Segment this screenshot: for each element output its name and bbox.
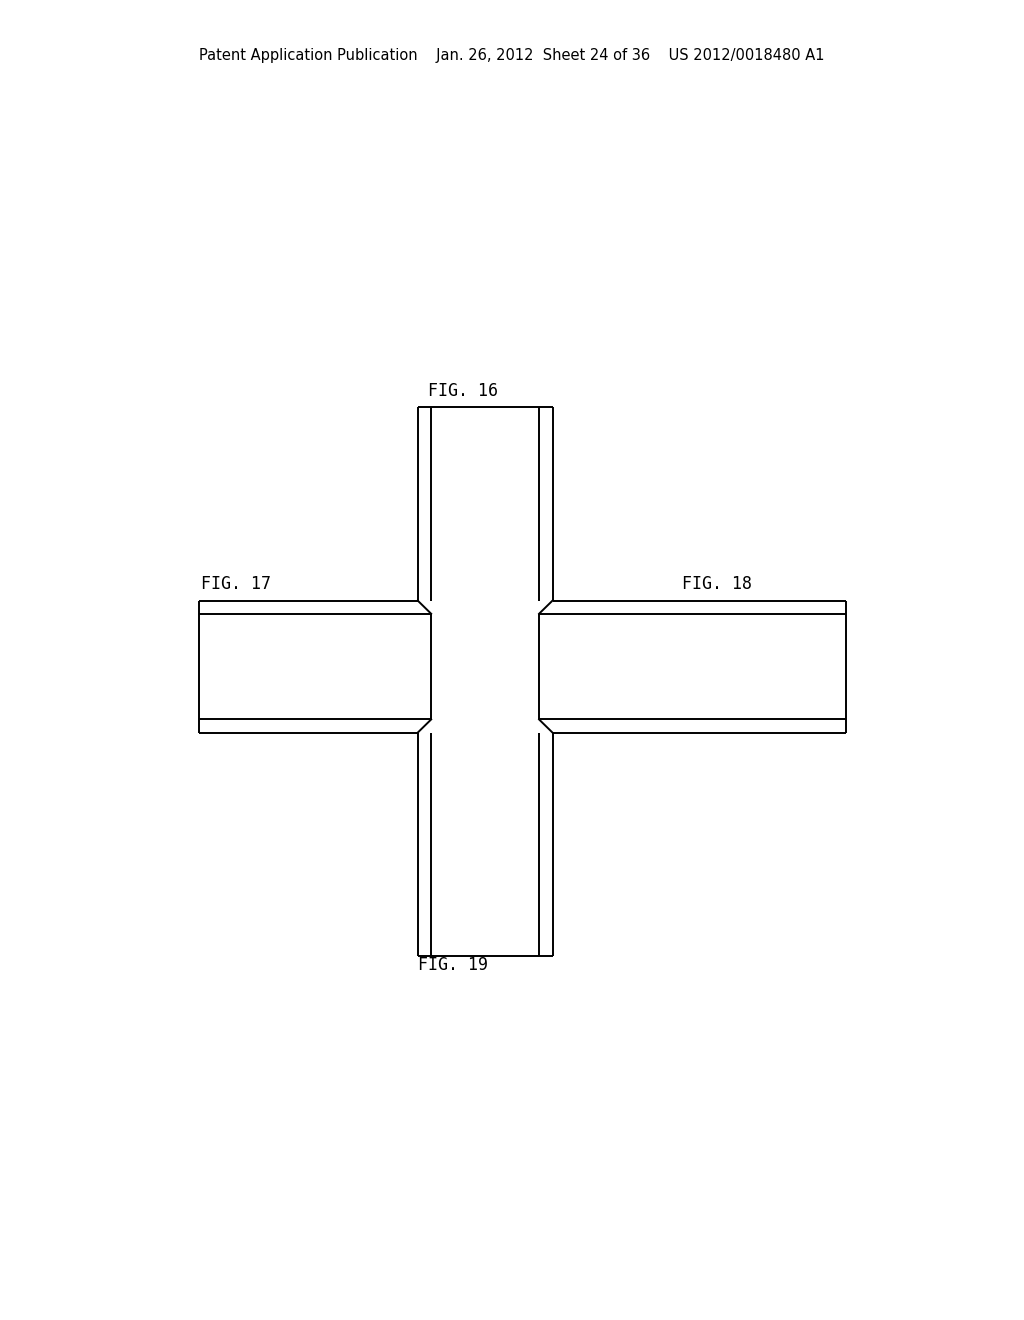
Text: FIG. 18: FIG. 18 <box>682 576 752 594</box>
Text: FIG. 19: FIG. 19 <box>418 956 487 974</box>
Text: FIG. 16: FIG. 16 <box>428 383 498 400</box>
Text: Patent Application Publication    Jan. 26, 2012  Sheet 24 of 36    US 2012/00184: Patent Application Publication Jan. 26, … <box>200 48 824 63</box>
Text: FIG. 17: FIG. 17 <box>201 576 271 594</box>
